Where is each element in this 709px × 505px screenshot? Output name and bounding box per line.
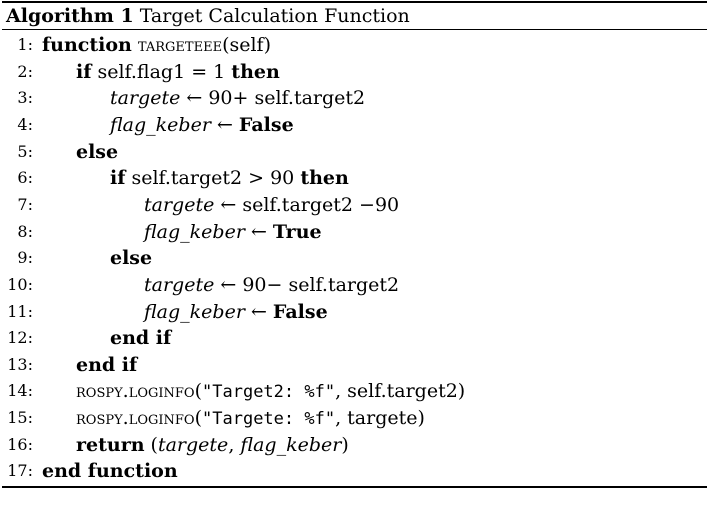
code-token: False (272, 300, 328, 323)
code-token: targete (144, 193, 215, 216)
line-code: flag_keber ← False (110, 112, 294, 138)
code-token: False (238, 113, 294, 136)
line-number: 13: (7, 354, 33, 374)
top-rule (2, 1, 707, 3)
algorithm-title: Target Calculation Function (139, 5, 410, 27)
code-token: self.target2 > 90 (125, 167, 301, 190)
code-token: flag_keber (144, 220, 245, 243)
line-number: 10: (7, 274, 33, 294)
code-token: "Target2: %f" (202, 382, 336, 403)
code-token: ) (341, 433, 349, 456)
code-token: , targete) (335, 407, 425, 430)
line-code: targete ← 90+ self.target2 (110, 85, 365, 111)
code-token: ( (194, 407, 203, 430)
code-token: if (76, 60, 92, 83)
line-number: 8: (17, 221, 33, 241)
code-token: , self.target2) (335, 380, 466, 403)
code-token: ← self.target2 −90 (214, 193, 400, 216)
code-token: ← 90+ self.target2 (180, 87, 366, 110)
code-token: ( (194, 380, 203, 403)
code-token: rospy.loginfo (76, 380, 195, 403)
line-number: 5: (17, 141, 33, 161)
line-number: 3: (17, 88, 33, 108)
line-code: targete ← self.target2 −90 (144, 192, 399, 218)
line-code: flag_keber ← False (144, 299, 328, 325)
code-token: targete (157, 433, 229, 456)
line-number: 4: (17, 114, 33, 134)
code-token: then (300, 167, 349, 190)
line-code: if self.flag1 = 1 then (76, 59, 280, 85)
line-code: function targeteee(self) (42, 32, 271, 58)
line-number: 11: (7, 301, 33, 321)
line-code: flag_keber ← True (144, 219, 322, 245)
code-token: ← 90− self.target2 (214, 273, 400, 296)
code-token: function (42, 34, 132, 56)
line-number: 1: (17, 35, 33, 54)
algorithm-label: Algorithm 1 (6, 5, 134, 27)
line-code: return (targete, flag_keber) (76, 432, 349, 458)
code-token: end if (76, 353, 138, 376)
code-token: flag_keber (144, 300, 245, 323)
line-number: 2: (17, 61, 33, 81)
code-token: ( (144, 433, 158, 456)
code-token: targete (110, 87, 181, 110)
code-token: ← (210, 113, 239, 136)
line-number: 17: (7, 461, 33, 481)
code-token: if (110, 167, 126, 190)
algorithm-caption: Algorithm 1 Target Calculation Function (6, 5, 410, 27)
code-token: end if (110, 327, 172, 350)
line-code: rospy.loginfo("Targete: %f", targete) (76, 405, 425, 432)
code-token: rospy.loginfo (76, 407, 195, 430)
line-code: end if (76, 352, 137, 378)
code-token: self.flag1 = 1 (91, 60, 232, 83)
code-token: (self) (222, 34, 271, 56)
code-token: targete (144, 273, 215, 296)
code-token: True (272, 220, 322, 243)
code-token: else (110, 247, 153, 270)
code-token: then (231, 60, 280, 83)
line-code: targete ← 90− self.target2 (144, 272, 399, 298)
line-number: 14: (7, 381, 33, 401)
code-token: flag_keber (240, 433, 342, 456)
line-number: 9: (17, 248, 33, 268)
caption-rule (2, 29, 707, 30)
code-token: , (228, 433, 241, 456)
line-number: 7: (17, 194, 33, 214)
line-number: 12: (7, 328, 33, 348)
line-number: 15: (7, 408, 33, 428)
line-code: end function (42, 458, 178, 484)
code-token: end function (42, 460, 178, 483)
code-token: targeteee (137, 34, 223, 56)
code-token: else (76, 140, 119, 163)
bottom-rule (2, 486, 707, 488)
code-token: return (76, 433, 145, 456)
line-code: else (110, 245, 152, 271)
code-token: ← (244, 300, 273, 323)
code-token: "Targete: %f" (202, 409, 336, 430)
line-code: end if (110, 325, 171, 351)
code-token: ← (244, 220, 273, 243)
line-code: if self.target2 > 90 then (110, 165, 349, 191)
line-code: else (76, 139, 118, 165)
line-number: 16: (7, 434, 33, 454)
code-token: flag_keber (110, 113, 211, 136)
line-number: 6: (17, 168, 33, 188)
line-code: rospy.loginfo("Target2: %f", self.target… (76, 378, 465, 405)
